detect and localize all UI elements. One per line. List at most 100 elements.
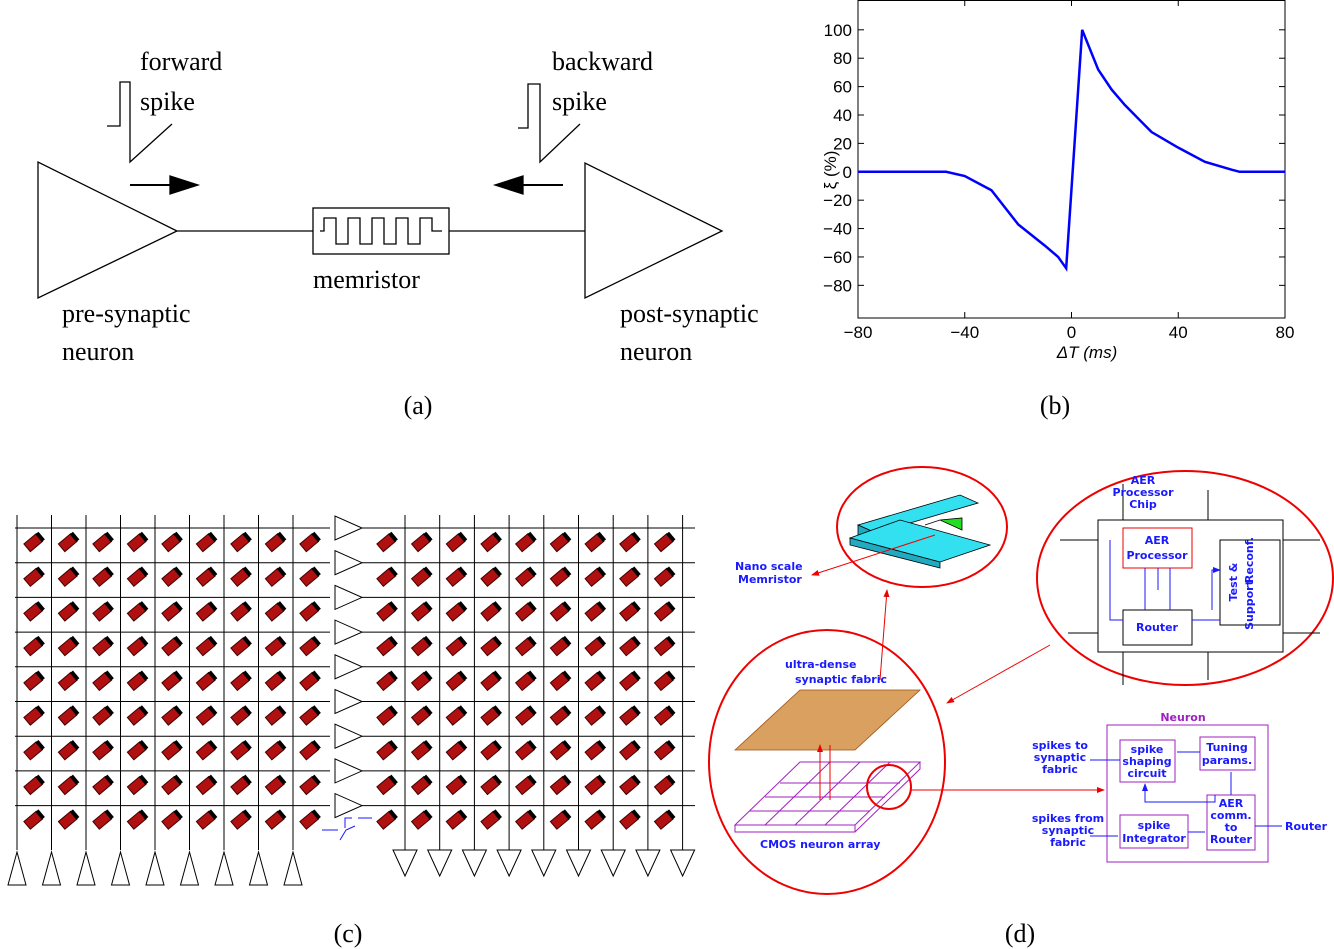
memristor — [619, 635, 641, 657]
amp — [496, 849, 522, 878]
amp — [248, 850, 269, 886]
label: synaptic fabric — [795, 673, 887, 686]
memristor — [376, 774, 398, 796]
memristor-cap — [561, 670, 572, 681]
memristor-cap — [69, 566, 80, 577]
label: backward — [552, 47, 653, 76]
memristor-cap — [665, 670, 676, 681]
memristor-cap — [207, 705, 218, 716]
memristor — [376, 531, 398, 553]
amp — [334, 549, 364, 576]
memristor-cap — [423, 809, 433, 820]
spike-icon — [322, 817, 372, 841]
memristor-cap — [527, 705, 537, 716]
memristor — [23, 739, 45, 761]
memristor-cap — [457, 601, 468, 612]
y-tick-label: 60 — [833, 78, 852, 97]
memristor-cap — [69, 809, 80, 820]
memristor-cap — [423, 566, 433, 577]
label: Tuning — [1206, 741, 1247, 754]
amp — [334, 584, 364, 611]
memristor — [514, 531, 537, 553]
memristor-cap — [242, 566, 252, 577]
memristor-cap — [242, 531, 252, 542]
memristor-cap — [311, 705, 321, 716]
amp — [600, 849, 626, 878]
memristor-cap — [173, 601, 183, 612]
memristor — [161, 635, 183, 657]
memristor — [410, 566, 433, 588]
memristor — [445, 705, 468, 726]
memristor — [299, 531, 321, 553]
memristor — [445, 809, 468, 830]
memristor — [653, 635, 676, 657]
memristor-cap — [561, 601, 572, 612]
memristor — [299, 809, 321, 830]
memristor — [195, 670, 218, 692]
memristor — [653, 705, 676, 726]
amp — [334, 619, 364, 645]
memristor-cap — [69, 705, 80, 716]
memristor-cap — [457, 774, 468, 785]
memristor-cap — [173, 635, 183, 647]
memristor — [230, 739, 252, 761]
memristor — [230, 531, 252, 553]
memristor-cap — [207, 774, 218, 785]
memristor-cap — [492, 635, 502, 647]
x-tick-label: −40 — [950, 323, 979, 342]
memristor-cap — [138, 705, 149, 716]
memristor — [92, 774, 114, 796]
memristor-cap — [492, 531, 502, 542]
amp — [334, 723, 364, 749]
memristor — [653, 774, 676, 796]
memristor — [161, 670, 183, 692]
label: spike — [1138, 819, 1171, 832]
memristor — [126, 566, 149, 588]
label: CMOS neuron array — [760, 838, 880, 851]
memristor — [376, 670, 398, 692]
memristor — [376, 739, 398, 761]
memristor-cap — [35, 705, 45, 716]
memristor — [299, 705, 321, 726]
memristor-cap — [457, 566, 468, 577]
memristor-cap — [276, 739, 287, 751]
memristor — [126, 601, 149, 622]
amp — [214, 850, 234, 886]
label: Router — [1210, 833, 1253, 846]
memristor — [264, 670, 287, 692]
memristor — [480, 670, 502, 692]
memristor-cap — [388, 705, 398, 716]
memristor-cap — [242, 774, 252, 785]
memristor-cap — [665, 809, 676, 820]
memristor — [514, 774, 537, 796]
label: fabric — [1042, 763, 1078, 776]
memristor — [549, 635, 572, 657]
memristor — [230, 635, 252, 657]
memristor-cap — [457, 705, 468, 716]
memristor — [653, 566, 676, 588]
memristor-cap — [423, 670, 433, 681]
memristor-cap — [35, 566, 45, 577]
memristor — [549, 670, 572, 692]
memristor-cap — [665, 635, 676, 647]
memristor — [57, 601, 80, 622]
memristor — [514, 601, 537, 622]
memristor-cap — [596, 774, 607, 785]
memristor — [92, 531, 114, 553]
x-tick-label: 0 — [1067, 323, 1076, 342]
memristor-cap — [207, 566, 218, 577]
memristor-cap — [596, 635, 607, 647]
label: forward — [140, 47, 222, 76]
memristor-cap — [388, 774, 398, 785]
memristor — [92, 566, 114, 588]
memristor-cap — [69, 774, 80, 785]
memristor-cap — [457, 635, 468, 647]
memristor — [161, 705, 183, 726]
memristor — [480, 705, 502, 726]
label: spikes from — [1032, 812, 1104, 825]
label: to — [1225, 821, 1238, 834]
label: Integrator — [1122, 832, 1186, 845]
label: comm. — [1210, 809, 1251, 822]
label: params. — [1202, 754, 1252, 767]
